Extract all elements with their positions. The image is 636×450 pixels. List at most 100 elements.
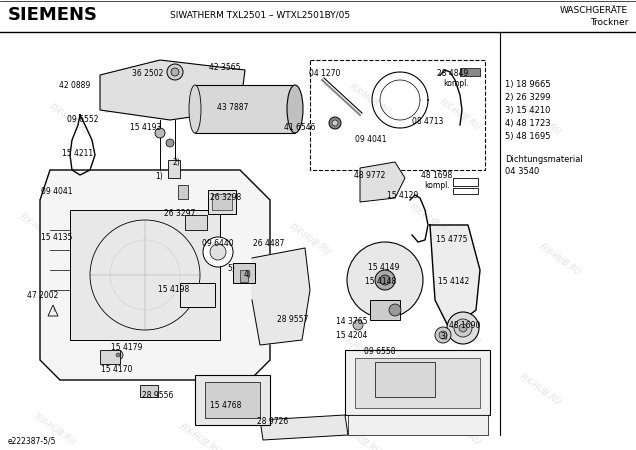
Text: 41 6546: 41 6546 xyxy=(284,123,315,132)
Text: FIX-HUB.RU: FIX-HUB.RU xyxy=(18,212,62,248)
Circle shape xyxy=(435,327,451,343)
Bar xyxy=(453,188,478,194)
Circle shape xyxy=(203,237,233,267)
Text: 15 4129: 15 4129 xyxy=(387,190,418,199)
Circle shape xyxy=(113,350,123,360)
Text: e222387-5/5: e222387-5/5 xyxy=(8,436,57,445)
Circle shape xyxy=(116,353,120,357)
Text: 36 2502: 36 2502 xyxy=(132,68,163,77)
Text: 15 4198: 15 4198 xyxy=(158,285,190,294)
Text: FIX-HUB.RU: FIX-HUB.RU xyxy=(518,103,562,138)
Circle shape xyxy=(171,68,179,76)
Bar xyxy=(185,215,207,230)
Text: 48 1698: 48 1698 xyxy=(422,171,453,180)
Circle shape xyxy=(167,64,183,80)
Bar xyxy=(310,60,485,170)
Bar xyxy=(355,358,480,408)
Text: FIX-HUB.RU: FIX-HUB.RU xyxy=(438,312,482,347)
Text: FIX-HUB.RU: FIX-HUB.RU xyxy=(438,98,482,132)
Circle shape xyxy=(439,331,447,339)
Text: FIX-HUB.RU: FIX-HUB.RU xyxy=(408,202,452,238)
Circle shape xyxy=(332,120,338,126)
Text: 2): 2) xyxy=(172,158,180,167)
Text: 15 4775: 15 4775 xyxy=(436,235,467,244)
Text: 28 9557: 28 9557 xyxy=(277,315,308,324)
Text: 15 4142: 15 4142 xyxy=(438,278,469,287)
Text: 09 4041: 09 4041 xyxy=(41,188,73,197)
Circle shape xyxy=(454,319,472,337)
Text: SIEMENS: SIEMENS xyxy=(8,6,98,24)
Bar xyxy=(205,382,260,418)
Text: FIX-HUB.RU: FIX-HUB.RU xyxy=(198,82,242,117)
Polygon shape xyxy=(260,415,348,440)
Text: 1) 18 9665: 1) 18 9665 xyxy=(505,80,551,89)
Text: 09 6558: 09 6558 xyxy=(364,347,396,356)
Circle shape xyxy=(329,117,341,129)
Text: 15 4768: 15 4768 xyxy=(211,401,242,410)
Text: SIWATHERM TXL2501 – WTXL2501BY/05: SIWATHERM TXL2501 – WTXL2501BY/05 xyxy=(170,10,350,19)
Text: 04 3540: 04 3540 xyxy=(505,167,539,176)
Circle shape xyxy=(459,324,467,332)
Text: Dichtungsmaterial: Dichtungsmaterial xyxy=(505,155,583,164)
Polygon shape xyxy=(360,162,405,202)
Text: 15 4204: 15 4204 xyxy=(336,332,368,341)
Text: 48 9772: 48 9772 xyxy=(354,171,385,180)
Text: 42 3565: 42 3565 xyxy=(209,63,241,72)
Bar xyxy=(212,194,232,210)
Bar xyxy=(140,385,158,397)
Text: 15 4211: 15 4211 xyxy=(62,149,93,158)
Text: Trockner: Trockner xyxy=(590,18,628,27)
Polygon shape xyxy=(100,60,245,120)
Text: 3): 3) xyxy=(440,333,448,342)
Text: FIX-HUB.RU: FIX-HUB.RU xyxy=(518,373,562,408)
Text: 15 4170: 15 4170 xyxy=(101,365,133,374)
Text: 26 3298: 26 3298 xyxy=(211,194,242,202)
Text: 28 9726: 28 9726 xyxy=(258,417,289,426)
Text: 2) 26 3299: 2) 26 3299 xyxy=(505,93,551,102)
Bar xyxy=(195,375,270,425)
Text: 09 6440: 09 6440 xyxy=(202,238,234,248)
Text: 28 9556: 28 9556 xyxy=(142,391,174,400)
Text: FIX-HUB.RU: FIX-HUB.RU xyxy=(348,82,392,117)
Bar xyxy=(178,185,188,199)
Text: 15 4148: 15 4148 xyxy=(365,278,397,287)
Text: 1): 1) xyxy=(155,171,163,180)
Text: !: ! xyxy=(52,309,54,314)
Text: FIX-HUB.RU: FIX-HUB.RU xyxy=(58,323,102,357)
Circle shape xyxy=(389,304,401,316)
Text: 09 6552: 09 6552 xyxy=(67,116,99,125)
Text: 47 2002: 47 2002 xyxy=(27,291,59,300)
Bar xyxy=(208,190,236,214)
Text: FIX-HUB.RU: FIX-HUB.RU xyxy=(537,243,583,278)
Circle shape xyxy=(347,242,423,318)
Text: 14 3765: 14 3765 xyxy=(336,318,368,327)
Bar xyxy=(453,178,478,186)
Circle shape xyxy=(447,312,479,344)
Text: 09 4041: 09 4041 xyxy=(356,135,387,144)
Bar xyxy=(195,85,295,133)
Text: 5) 48 1695: 5) 48 1695 xyxy=(505,132,551,141)
Bar xyxy=(233,263,255,283)
Text: 08 4713: 08 4713 xyxy=(412,117,444,126)
Text: 28 4849: 28 4849 xyxy=(438,68,469,77)
Polygon shape xyxy=(252,248,310,345)
Bar xyxy=(460,68,480,76)
Text: FIX-HUB.RU: FIX-HUB.RU xyxy=(287,222,332,257)
Text: FIX-HUB.RU: FIX-HUB.RU xyxy=(32,413,78,447)
Bar xyxy=(348,415,488,435)
Text: FIX-HUB.RU: FIX-HUB.RU xyxy=(438,413,482,447)
Circle shape xyxy=(380,275,390,285)
Bar xyxy=(168,160,180,178)
Text: 43 7887: 43 7887 xyxy=(218,104,249,112)
Text: 4) 48 1723: 4) 48 1723 xyxy=(505,119,551,128)
Ellipse shape xyxy=(189,85,201,133)
Text: 48 1690: 48 1690 xyxy=(449,320,481,329)
Bar xyxy=(345,350,490,415)
Text: FIX-HUB.RU: FIX-HUB.RU xyxy=(188,342,232,378)
Bar xyxy=(100,350,120,364)
Bar xyxy=(370,300,400,320)
Bar xyxy=(375,362,435,397)
Polygon shape xyxy=(430,225,480,330)
Text: 15 4179: 15 4179 xyxy=(111,343,142,352)
Text: FIX-HUB.RU: FIX-HUB.RU xyxy=(48,103,92,138)
